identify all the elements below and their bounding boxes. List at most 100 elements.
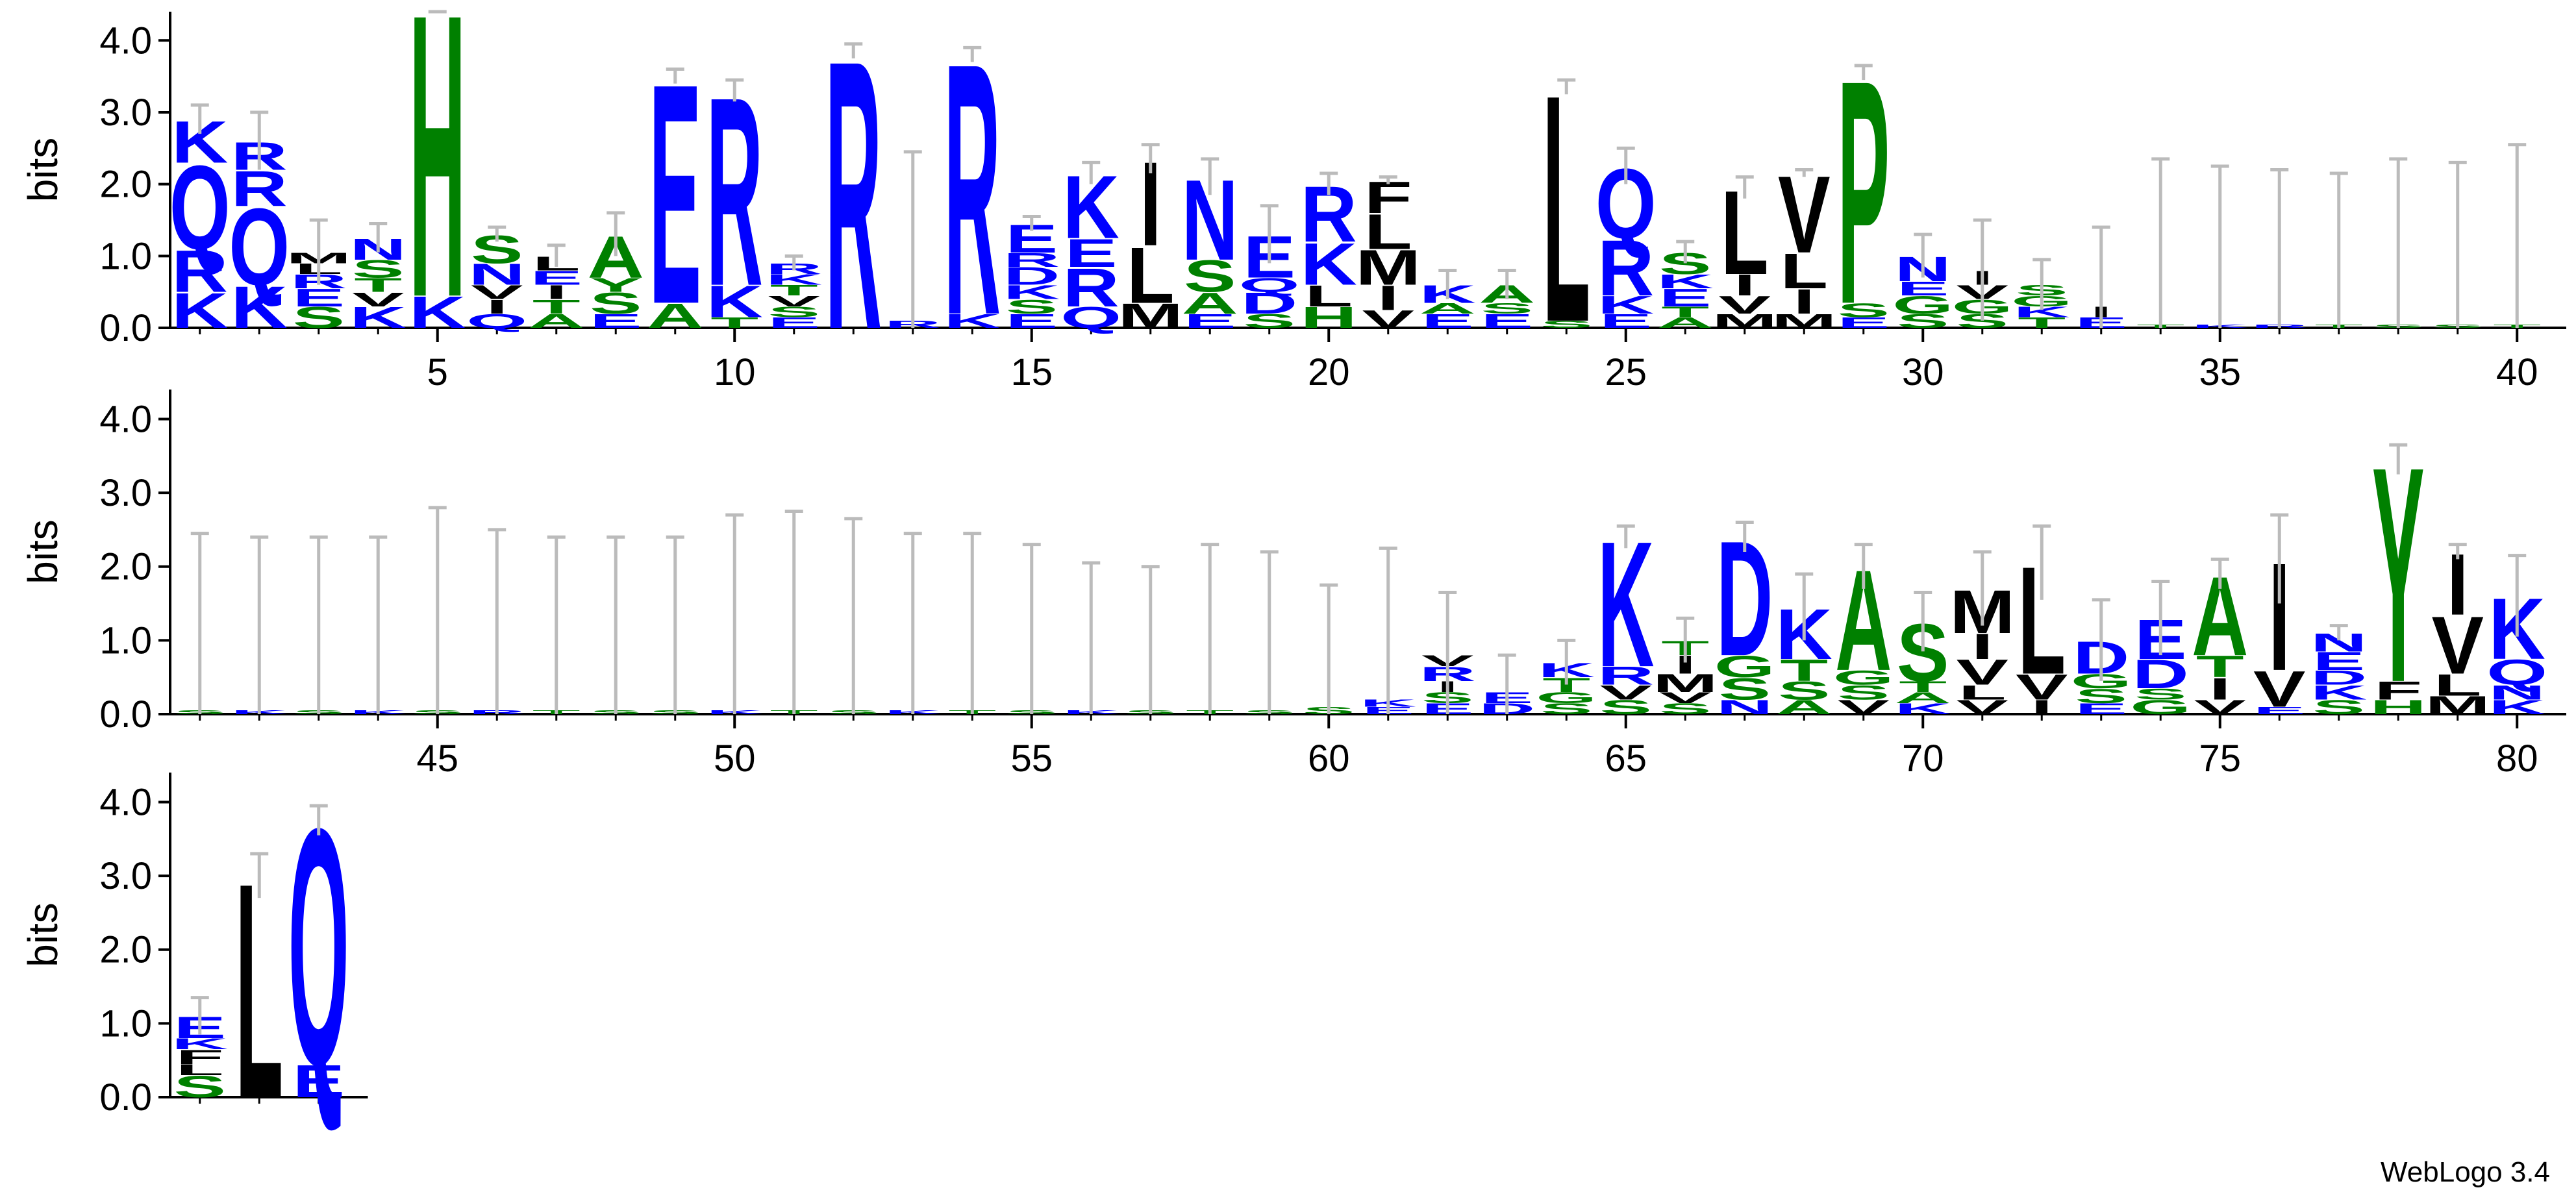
logo-letter: T <box>710 314 758 331</box>
logo-letter: K <box>1657 270 1714 293</box>
logo-letter: D <box>1241 286 1297 319</box>
logo-column-50: K <box>707 513 763 715</box>
logo-column-45: S <box>411 506 464 715</box>
logo-letter: K <box>1895 700 1951 717</box>
y-tick-label: 2.0 <box>99 929 152 971</box>
x-tick-label: 35 <box>2199 351 2241 393</box>
logo-letter: A <box>528 310 584 332</box>
logo-letter: T <box>1780 654 1828 688</box>
y-tick-label: 1.0 <box>99 619 152 662</box>
logo-column-47: T <box>532 535 581 715</box>
logo-letter: V <box>471 281 523 304</box>
logo-column-9: AE <box>647 19 703 370</box>
logo-letter: S <box>1005 295 1058 318</box>
logo-letter: S <box>1481 300 1533 317</box>
y-tick-label: 3.0 <box>99 855 152 897</box>
logo-letter: V <box>1718 291 1771 319</box>
weblogo-credit: WebLogo 3.4 <box>2381 1156 2550 1188</box>
logo-letter: E <box>2253 705 2306 717</box>
logo-column-23: ESA <box>1479 268 1535 332</box>
logo-letter: S <box>1184 251 1236 301</box>
logo-letter: M <box>1653 669 1718 698</box>
logo-letter: R <box>1003 249 1060 271</box>
logo-letter: G <box>2130 695 2191 718</box>
logo-letter: E <box>1599 310 1652 332</box>
logo-column-55: S <box>1005 543 1058 715</box>
logo-letter: A <box>1776 695 1832 718</box>
logo-letter: N <box>1716 695 1773 718</box>
y-tick-label: 2.0 <box>99 164 152 206</box>
y-tick-label: 4.0 <box>99 398 152 440</box>
logo-column-44: K <box>350 535 406 715</box>
y-axis-label: bits <box>19 902 66 967</box>
logo-letter: L <box>1958 681 2007 704</box>
logo-letter: E <box>530 267 582 290</box>
x-tick-label: 50 <box>714 738 756 780</box>
logo-letter: K <box>707 277 763 327</box>
logo-rows: 0.01.02.03.04.0bitsKRQKKQRRSERLMKVTSN5KH… <box>19 0 2566 1163</box>
logo-letter: I <box>1377 278 1399 317</box>
x-tick-label: 65 <box>1605 738 1647 780</box>
logo-letter: T <box>354 274 402 297</box>
y-tick-label: 2.0 <box>99 546 152 588</box>
logo-column-46: R <box>469 528 525 715</box>
logo-letter: N <box>469 258 525 291</box>
logo-letter: R <box>1597 662 1654 690</box>
logo-letter: I <box>1734 269 1756 302</box>
logo-letter: M <box>1771 310 1837 332</box>
logo-letter: T <box>770 282 818 299</box>
x-tick-label: 30 <box>1902 351 1944 393</box>
x-tick-label: 20 <box>1308 351 1350 393</box>
logo-letter: E <box>768 314 820 331</box>
logo-row-2: 0.01.02.03.04.0bitsSKSK45SRTSS50KTSKT55S… <box>19 390 2566 780</box>
logo-letter: R <box>944 0 1001 390</box>
logo-letter: E <box>1837 314 1890 331</box>
logo-letter: I <box>486 295 508 318</box>
logo-letter: V <box>1956 652 2008 693</box>
logo-column-38: S <box>2372 157 2425 329</box>
logo-letter: V <box>352 288 405 311</box>
logo-letter: S <box>1243 310 1295 332</box>
y-axis-label: bits <box>19 138 66 203</box>
logo-column-5: KH <box>409 0 466 382</box>
logo-column-10: TKR <box>707 40 763 341</box>
logo-letter: V <box>2194 695 2246 718</box>
logo-column-83: EQ <box>288 759 349 1136</box>
logo-column-56: K <box>1063 561 1119 715</box>
logo-column-59: S <box>1243 550 1295 715</box>
y-tick-label: 3.0 <box>99 92 152 134</box>
logo-letter: M <box>1118 296 1183 335</box>
logo-letter: K <box>171 283 228 339</box>
logo-letter: F <box>2374 676 2422 705</box>
logo-letter: K <box>944 310 1001 332</box>
logo-letter: S <box>2075 684 2127 707</box>
logo-column-72: IVL <box>2016 524 2068 719</box>
logo-letter: K <box>2310 681 2367 704</box>
y-axis-label: bits <box>19 519 66 584</box>
logo-letter: L <box>1780 243 1828 299</box>
logo-letter: I <box>545 281 568 304</box>
logo-column-17: MLI <box>1118 138 1183 335</box>
logo-column-39: S <box>2431 160 2484 329</box>
logo-column-36: R <box>2251 168 2308 329</box>
logo-letter: V <box>2253 660 2306 717</box>
logo-letter: A <box>1895 689 1951 706</box>
logo-column-12: R <box>825 0 882 410</box>
logo-letter: E <box>1065 231 1118 276</box>
logo-letter: Q <box>1060 301 1121 334</box>
logo-letter: D <box>1003 262 1060 290</box>
y-tick-label: 3.0 <box>99 472 152 514</box>
